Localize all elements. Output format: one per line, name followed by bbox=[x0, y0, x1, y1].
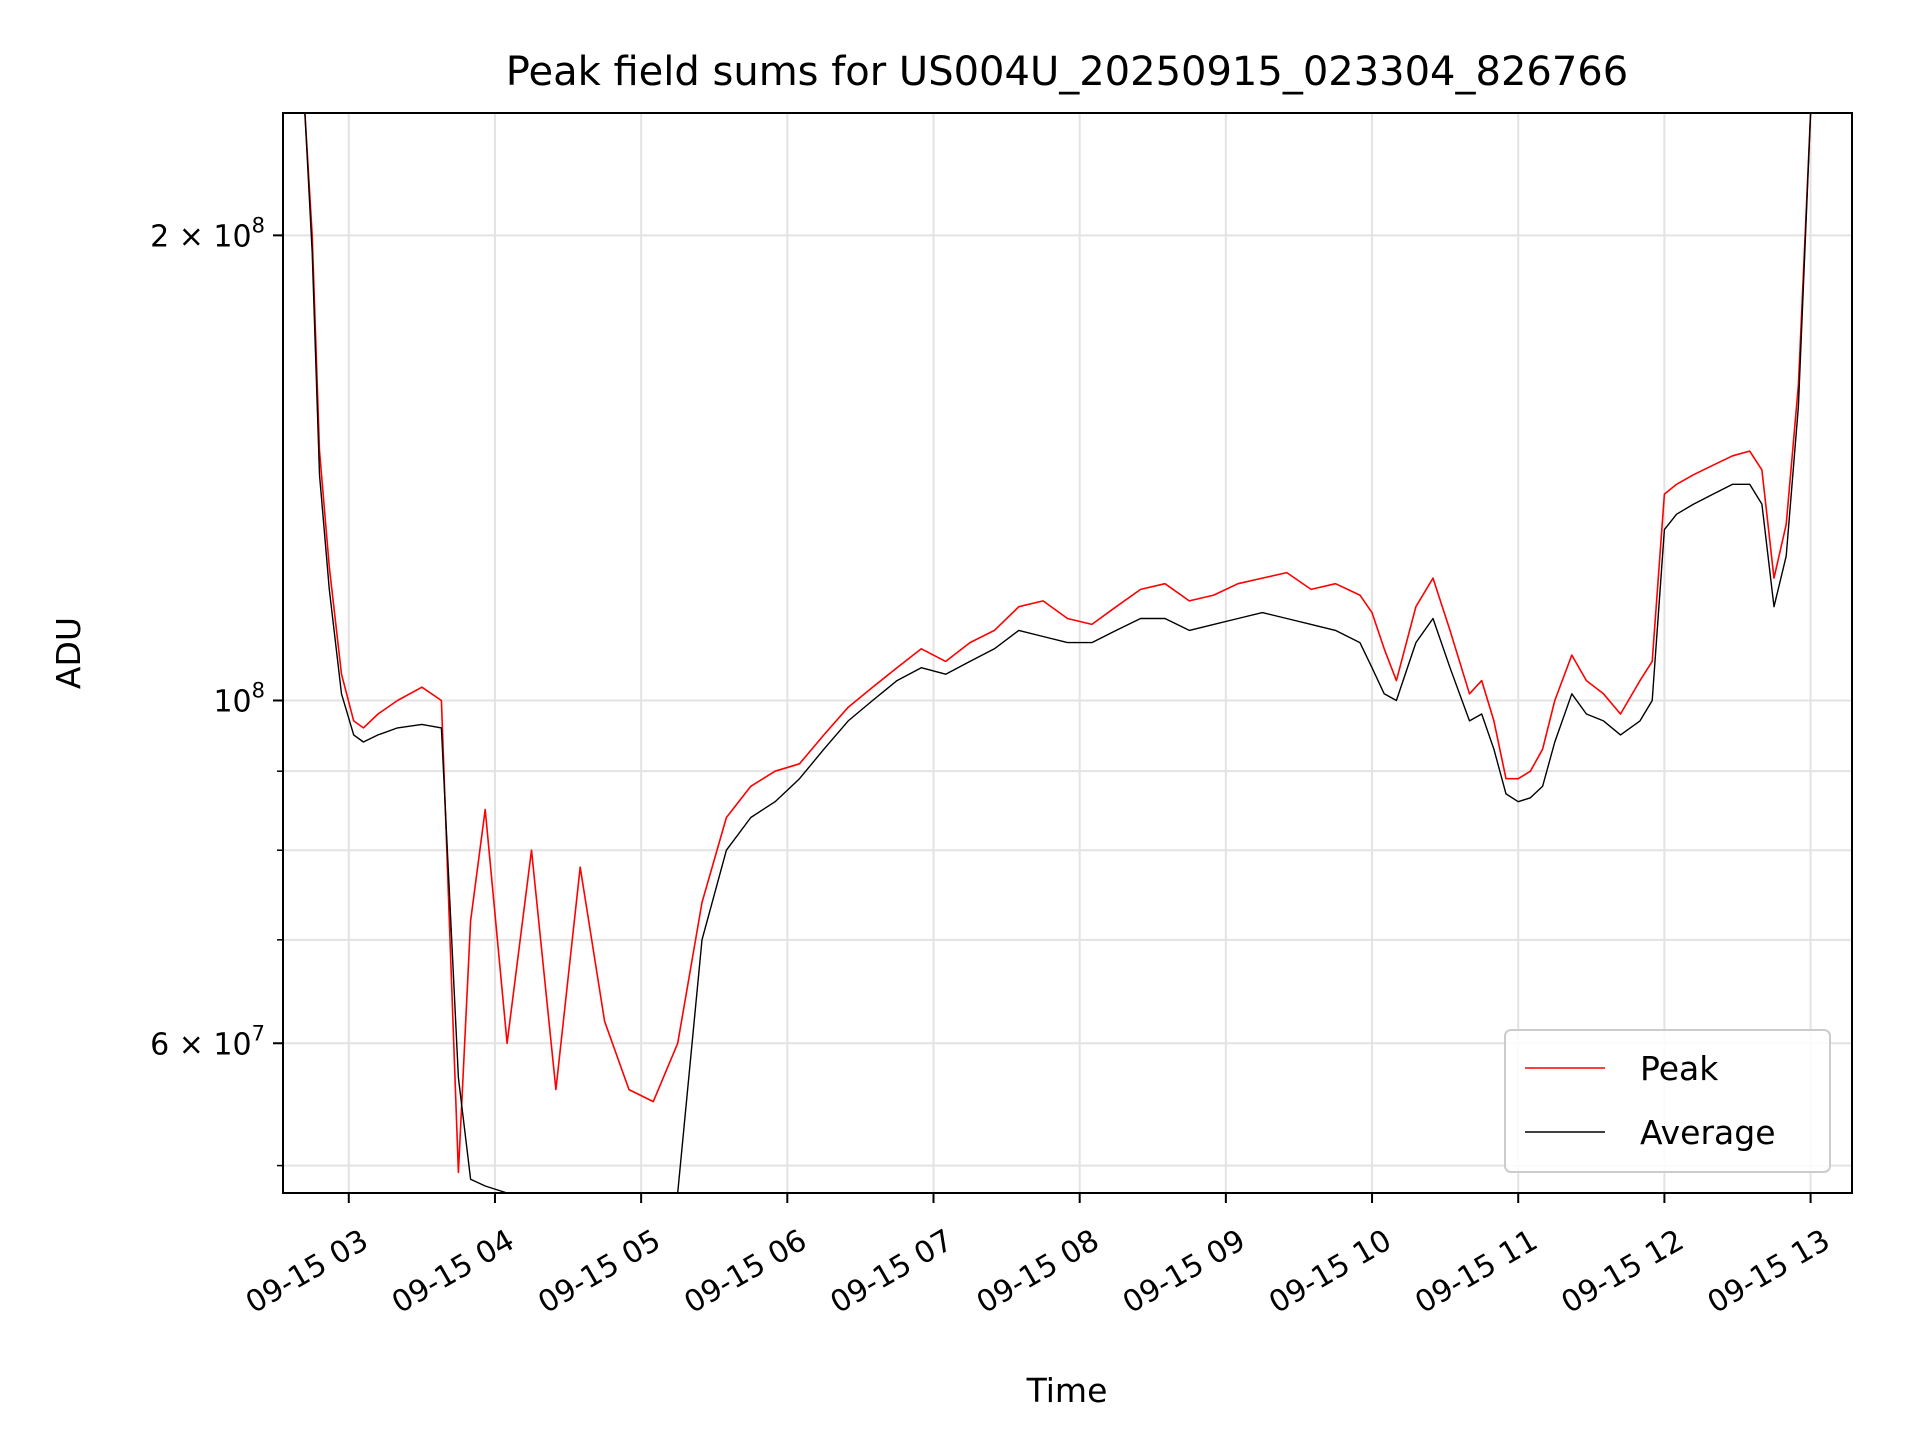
plot-frame bbox=[282, 112, 1853, 1194]
series-line-peak bbox=[304, 113, 1812, 1174]
y-tick-label: 2 × 108 bbox=[150, 213, 265, 254]
y-axis: 6 × 107 108 2 × 108 bbox=[150, 213, 283, 1167]
series-line-average bbox=[304, 113, 1812, 1193]
series-layer bbox=[304, 113, 1812, 1193]
legend-box bbox=[1504, 1029, 1831, 1173]
legend: Peak Average bbox=[1504, 1029, 1831, 1173]
chart-title: Peak field sums for US004U_20250915_0233… bbox=[506, 49, 1628, 95]
y-tick-label: 108 bbox=[213, 678, 265, 719]
y-axis-label: ADU bbox=[49, 617, 88, 689]
x-axis-label: Time bbox=[1026, 1371, 1108, 1410]
legend-label-average: Average bbox=[1640, 1113, 1776, 1152]
y-tick-label: 6 × 107 bbox=[150, 1021, 265, 1062]
legend-label-peak: Peak bbox=[1640, 1049, 1719, 1088]
